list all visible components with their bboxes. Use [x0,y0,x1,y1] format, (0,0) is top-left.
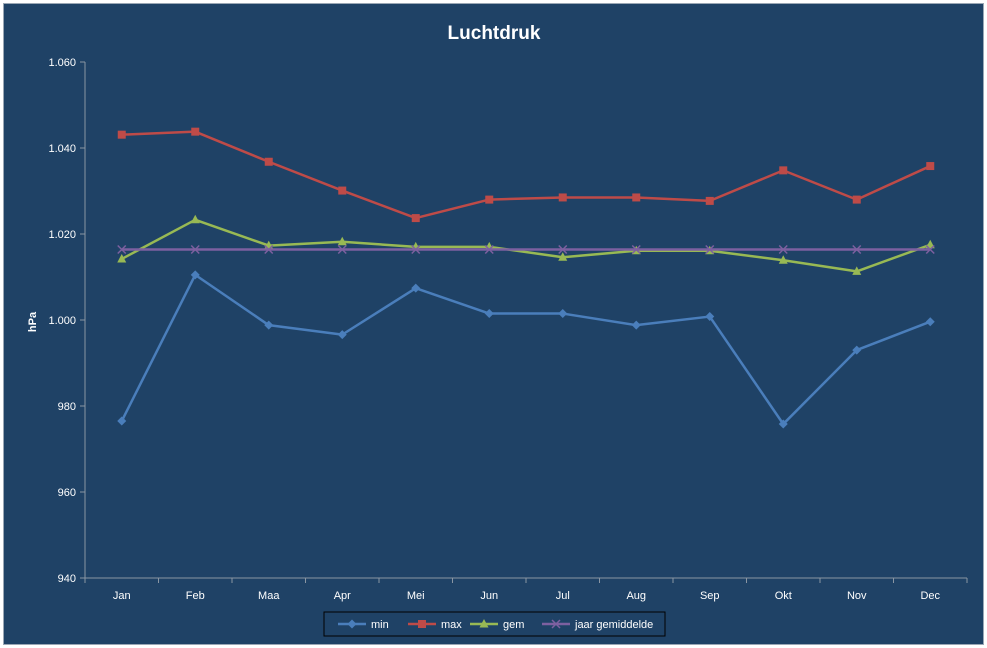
data-point [778,419,788,429]
y-tick-label: 980 [58,401,76,413]
series-gem [117,214,935,275]
data-point [338,186,347,195]
data-point [117,416,127,426]
data-point [264,320,274,330]
data-point [485,195,494,204]
x-tick-label: Nov [847,590,867,602]
data-point [558,244,568,255]
data-point [852,345,862,355]
data-point [632,193,641,202]
data-point [779,166,788,175]
data-point [926,162,935,171]
data-point [191,127,200,136]
legend-label: gem [503,619,524,631]
legend-marker [347,619,357,629]
data-point [778,255,788,264]
data-point [190,214,200,224]
legend-label: min [371,619,389,631]
x-tick-label: Dec [920,590,940,602]
x-tick-label: Maa [258,590,280,602]
legend-box [323,611,666,637]
series-jaar-gemiddelde [117,244,935,255]
data-point [705,244,715,255]
data-point [411,244,421,255]
data-point [264,244,274,255]
data-point [117,244,127,255]
x-tick-label: Jan [113,590,131,602]
data-point [925,239,935,249]
x-tick-label: Jul [556,590,570,602]
legend-label: max [441,619,462,631]
series-min [117,270,935,429]
data-point [117,130,126,139]
data-point [852,266,862,275]
data-point [705,312,715,322]
y-axis-ticks: 940 960 980 1.000 1.020 1.040 1.060 [48,57,85,585]
data-point [337,330,347,340]
data-point [411,214,420,223]
data-point [631,244,641,255]
x-axis-ticks: Jan Feb Maa Apr Mei Jun Jul Aug Sep Okt Nov Dec [84,578,968,602]
data-point [852,195,861,204]
data-point [484,309,494,319]
x-tick-label: Aug [626,590,646,602]
y-tick-label: 1.000 [48,315,76,327]
series-line [121,130,931,220]
y-tick-label: 1.060 [48,57,76,69]
data-point [558,193,567,202]
legend: min max gem jaar gemiddelde [323,611,666,637]
x-tick-label: Mei [407,590,425,602]
data-point [411,283,421,293]
legend-marker [418,620,426,628]
legend-label: jaar gemiddelde [574,619,653,631]
chart-area: Luchtdruk hPa 940 960 980 1.000 1.020 1.040 1.… [3,3,984,645]
data-point [558,252,568,261]
chart-title: Luchtdruk [448,23,541,44]
data-point [484,244,494,255]
legend-marker [479,619,489,628]
data-point [190,244,200,255]
y-axis-label: hPa [27,311,39,332]
data-point [705,196,714,205]
y-tick-label: 1.020 [48,229,76,241]
x-tick-label: Apr [334,590,351,602]
series-max [117,127,935,223]
series-line [121,218,931,273]
data-point [558,309,568,319]
data-point [631,320,641,330]
x-tick-label: Feb [186,590,205,602]
data-point [337,236,347,246]
line-chart: Luchtdruk hPa 940 960 980 1.000 1.020 1.040 1.… [27,23,968,637]
data-point [337,244,347,255]
x-tick-label: Jun [480,590,498,602]
y-tick-label: 940 [58,573,76,585]
data-point [117,253,127,263]
data-point [925,317,935,327]
series-layer [117,127,935,429]
data-point [925,244,935,255]
legend-marker [551,619,561,629]
data-point [852,244,862,255]
data-point [778,244,788,255]
data-point [190,270,200,280]
series-line [120,273,931,426]
y-tick-label: 1.040 [48,143,76,155]
y-tick-label: 960 [58,487,76,499]
x-tick-label: Okt [775,590,792,602]
x-tick-label: Sep [700,590,720,602]
data-point [264,157,273,166]
